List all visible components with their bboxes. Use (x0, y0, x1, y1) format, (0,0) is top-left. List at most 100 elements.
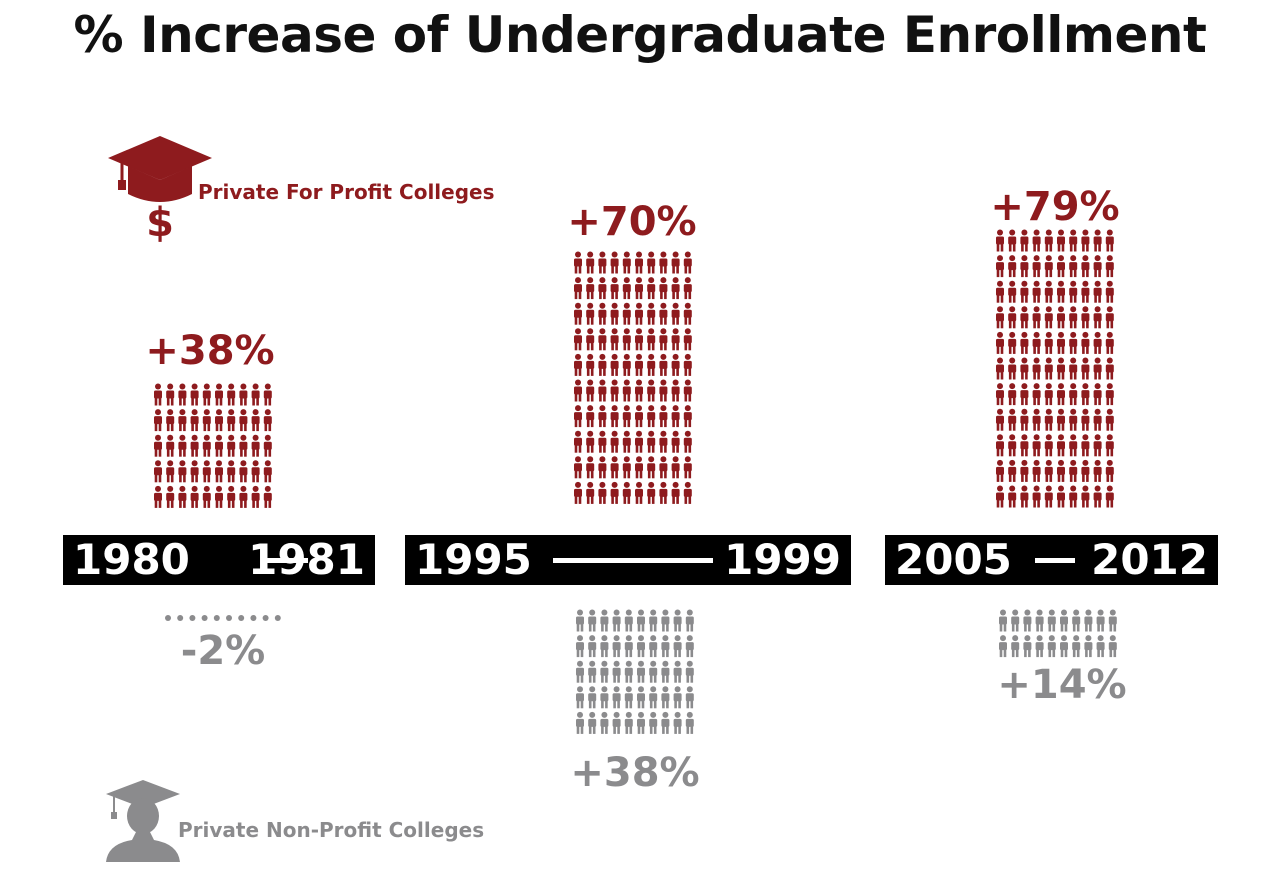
person-icon (996, 459, 1004, 482)
person-icon (1069, 255, 1078, 278)
person-icon (671, 379, 680, 402)
period-start: 2005 (895, 535, 1012, 584)
person-icon (588, 660, 597, 683)
person-icon (1044, 255, 1053, 278)
person-icon (1020, 331, 1029, 354)
non-profit-pictogram (999, 609, 1117, 658)
graduate-silhouette-icon (106, 780, 180, 862)
non-profit-pictogram (576, 609, 694, 734)
person-icon (574, 302, 582, 325)
person-icon (1105, 255, 1114, 278)
person-icon (251, 383, 260, 406)
person-icon (1105, 331, 1114, 354)
person-icon (683, 251, 692, 274)
person-icon (215, 434, 223, 457)
person-icon (226, 615, 232, 621)
person-icon (239, 383, 248, 406)
person-icon (1069, 408, 1078, 431)
person-icon (1093, 383, 1102, 406)
person-icon (586, 302, 595, 325)
person-icon (610, 353, 619, 376)
period-end: 1981 (248, 535, 365, 584)
person-icon (239, 409, 248, 432)
person-icon (1081, 434, 1090, 457)
person-icon (1008, 485, 1017, 508)
person-icon (685, 711, 694, 734)
person-icon (227, 383, 236, 406)
period-bar: 1980 1981 (63, 535, 375, 585)
person-icon (673, 686, 682, 709)
person-icon (588, 635, 597, 658)
person-icon (600, 686, 609, 709)
person-icon (202, 460, 211, 483)
period-end: 2012 (1091, 535, 1208, 584)
period-dash (553, 558, 713, 563)
person-icon (1081, 408, 1090, 431)
person-icon (598, 405, 607, 428)
for-profit-value-label: +38% (145, 328, 275, 374)
person-icon (996, 229, 1004, 252)
person-icon (1057, 229, 1065, 252)
person-icon (1096, 635, 1105, 658)
person-icon (612, 609, 621, 632)
person-icon (1105, 408, 1114, 431)
person-icon (647, 353, 656, 376)
person-icon (154, 485, 162, 508)
for-profit-pictogram (996, 229, 1114, 508)
person-icon (215, 409, 223, 432)
person-icon (1057, 383, 1065, 406)
person-icon (624, 609, 633, 632)
person-icon (1093, 255, 1102, 278)
person-icon (1105, 383, 1114, 406)
person-icon (622, 379, 631, 402)
person-icon (999, 635, 1007, 658)
person-icon (610, 456, 619, 479)
person-icon (659, 430, 668, 453)
person-icon (1081, 459, 1090, 482)
person-icon (685, 660, 694, 683)
person-icon (622, 251, 631, 274)
person-icon (600, 609, 609, 632)
person-icon (154, 434, 162, 457)
person-icon (227, 485, 236, 508)
person-icon (1093, 331, 1102, 354)
person-icon (661, 635, 670, 658)
person-icon (1008, 357, 1017, 380)
person-icon (1081, 485, 1090, 508)
person-icon (586, 481, 595, 504)
legend-for-profit: Private For Profit Colleges (198, 180, 495, 204)
person-icon (600, 635, 609, 658)
person-icon (600, 660, 609, 683)
person-icon (1072, 609, 1081, 632)
person-icon (610, 302, 619, 325)
person-icon (588, 609, 597, 632)
person-icon (1069, 434, 1078, 457)
person-icon (576, 635, 584, 658)
person-icon (215, 460, 223, 483)
person-icon (202, 434, 211, 457)
person-icon (227, 409, 236, 432)
person-icon (154, 409, 162, 432)
person-icon (610, 430, 619, 453)
person-icon (574, 456, 582, 479)
person-icon (189, 615, 196, 621)
person-icon (178, 460, 187, 483)
person-icon (576, 711, 584, 734)
person-icon (251, 434, 260, 457)
person-icon (1032, 331, 1041, 354)
person-icon (612, 660, 621, 683)
person-icon (622, 302, 631, 325)
person-icon (1032, 280, 1041, 303)
for-profit-pictogram (154, 383, 272, 508)
person-icon (661, 686, 670, 709)
person-icon (1057, 306, 1065, 329)
person-icon (612, 635, 621, 658)
person-icon (659, 405, 668, 428)
person-icon (1105, 485, 1114, 508)
person-icon (190, 383, 199, 406)
period-dash (1035, 558, 1075, 563)
person-icon (624, 660, 633, 683)
person-icon (649, 635, 658, 658)
person-icon (647, 251, 656, 274)
person-icon (612, 711, 621, 734)
